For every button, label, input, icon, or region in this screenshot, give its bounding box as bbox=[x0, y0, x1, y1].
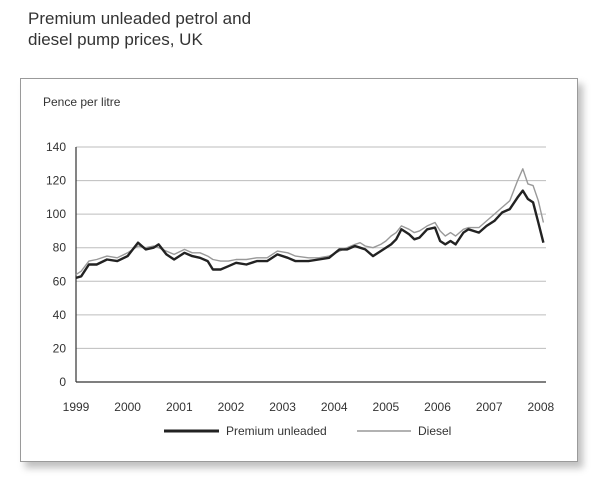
x-tick-label: 2003 bbox=[269, 400, 296, 414]
line-chart: Pence per litre 0 20 40 60 80 100 120 140 1999 2… bbox=[43, 95, 555, 438]
axes bbox=[75, 147, 546, 383]
y-tick-label: 0 bbox=[59, 375, 66, 389]
x-tick-label: 2000 bbox=[114, 400, 141, 414]
y-tick-label: 120 bbox=[46, 174, 66, 188]
y-tick-label: 20 bbox=[53, 341, 67, 355]
chart-frame: Pence per litre 0 20 40 60 80 100 120 140 1999 2… bbox=[20, 78, 578, 462]
chart-title: Premium unleaded petrol and diesel pump … bbox=[28, 9, 252, 49]
series-line-premium-unleaded bbox=[75, 189, 545, 280]
x-tick-label: 1999 bbox=[63, 400, 90, 414]
series-line-diesel bbox=[75, 168, 545, 276]
y-tick-label: 60 bbox=[53, 274, 67, 288]
y-tick-label: 100 bbox=[46, 207, 66, 221]
legend: Premium unleaded Diesel bbox=[164, 424, 451, 438]
x-axis-ticks: 1999 2000 2001 2002 2003 2004 2005 2006 2007 2008 bbox=[63, 400, 555, 414]
x-tick-label: 2008 bbox=[527, 400, 554, 414]
x-tick-label: 2007 bbox=[476, 400, 503, 414]
legend-label-diesel: Diesel bbox=[418, 424, 451, 438]
y-tick-label: 140 bbox=[46, 140, 66, 154]
legend-label-premium-unleaded: Premium unleaded bbox=[226, 424, 327, 438]
series-lines bbox=[75, 168, 545, 280]
x-tick-label: 2002 bbox=[218, 400, 245, 414]
y-axis-label: Pence per litre bbox=[43, 95, 121, 109]
y-tick-label: 80 bbox=[53, 241, 67, 255]
x-tick-label: 2005 bbox=[373, 400, 400, 414]
y-tick-label: 40 bbox=[53, 308, 67, 322]
y-axis-ticks: 0 20 40 60 80 100 120 140 bbox=[46, 140, 66, 389]
x-tick-label: 2004 bbox=[321, 400, 348, 414]
x-tick-label: 2001 bbox=[166, 400, 193, 414]
x-tick-label: 2006 bbox=[424, 400, 451, 414]
